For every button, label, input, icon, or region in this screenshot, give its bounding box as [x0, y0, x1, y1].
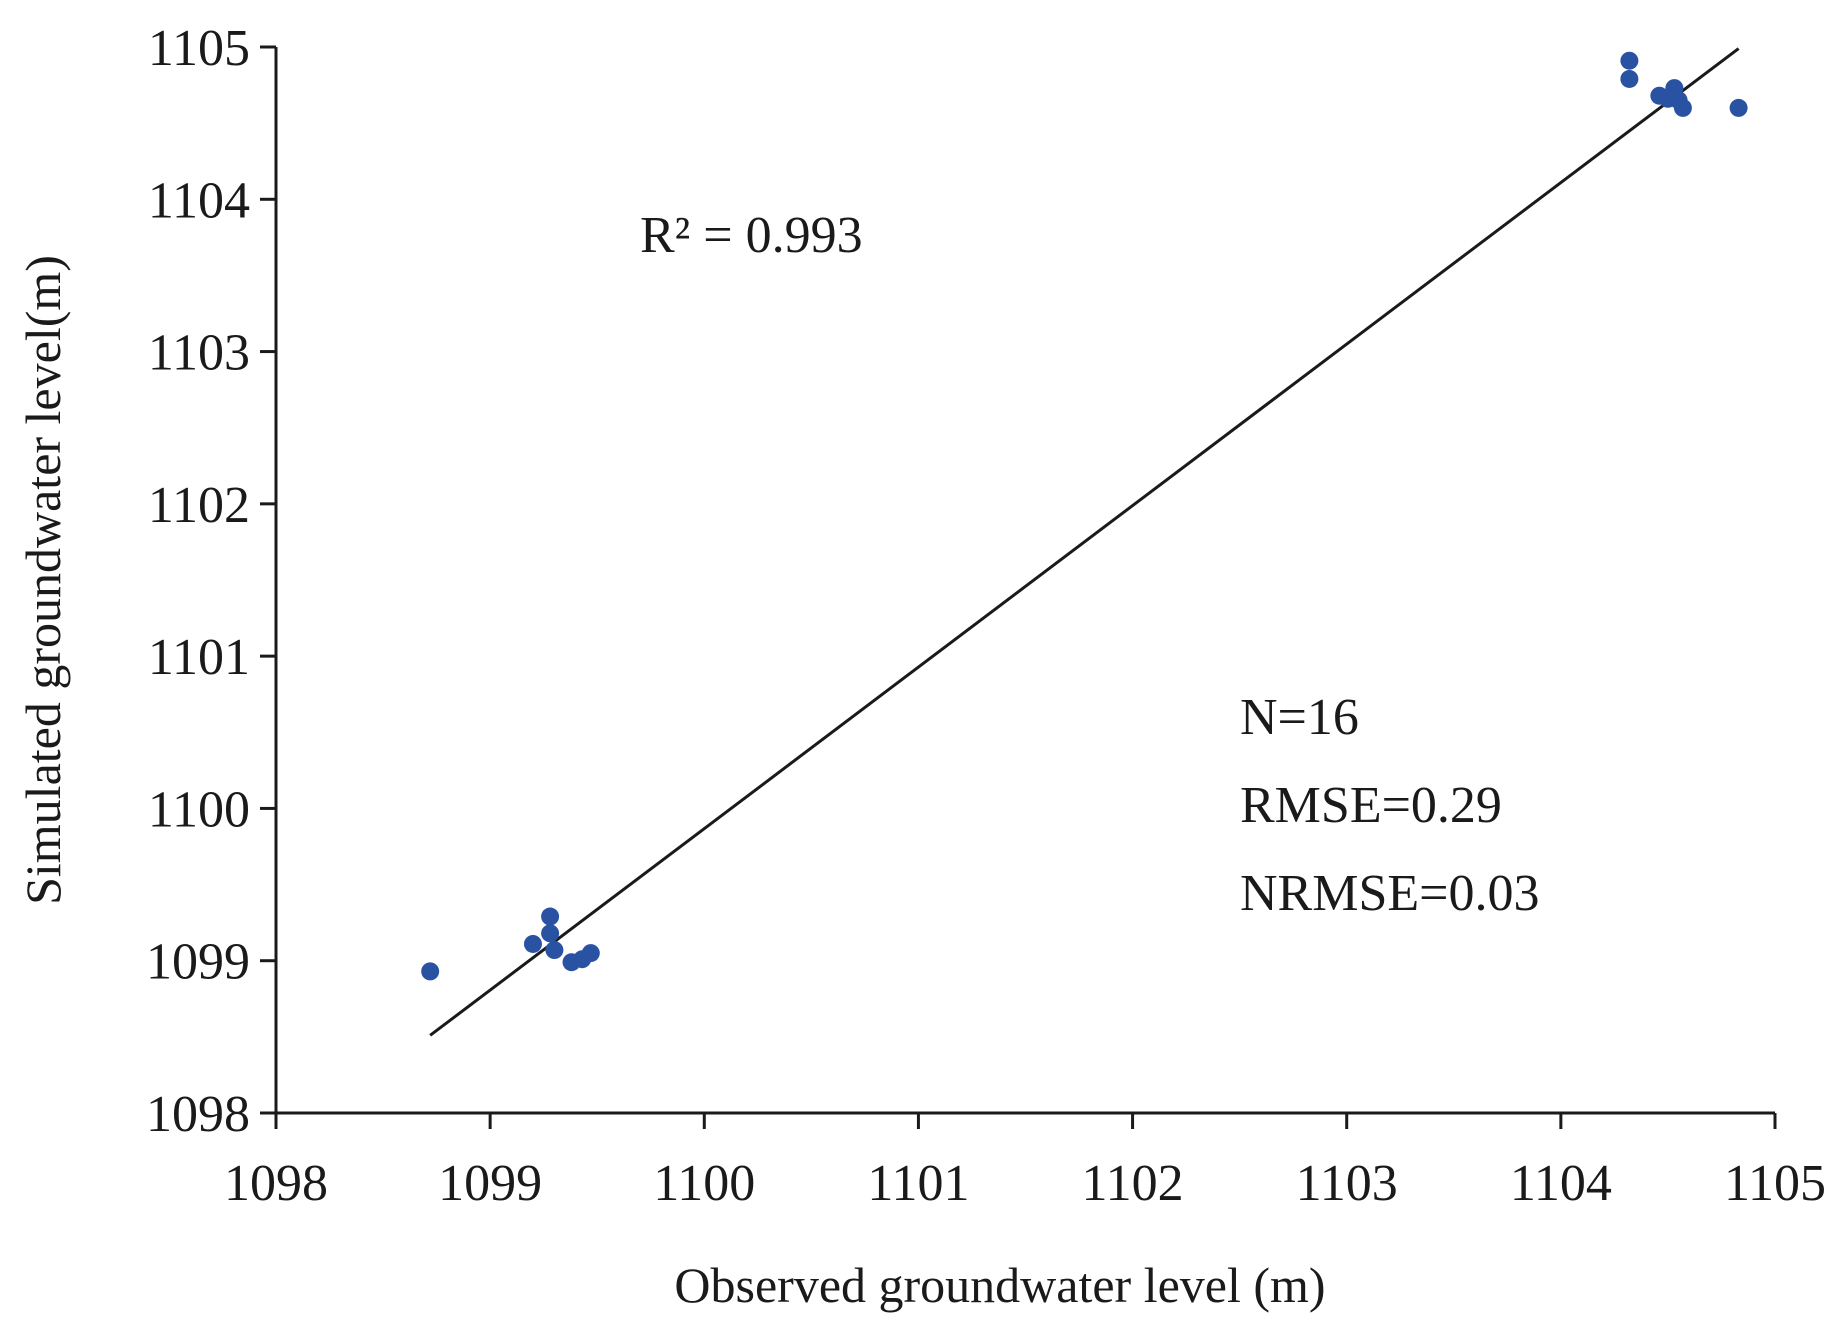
y-tick-label: 1101 — [148, 629, 250, 686]
y-tick-label: 1099 — [146, 934, 250, 991]
y-tick-label: 1100 — [148, 781, 250, 838]
x-tick-label: 1102 — [1082, 1155, 1184, 1212]
data-point — [1620, 69, 1639, 88]
y-tick-label: 1103 — [148, 325, 250, 382]
y-tick-label: 1102 — [148, 477, 250, 534]
x-ticks: 1098 1099 1100 1101 1102 1103 1104 1105 — [224, 1113, 1826, 1212]
data-points — [421, 51, 1748, 981]
y-axis-title: Simulated groundwater level(m) — [15, 255, 71, 905]
y-ticks: 1098 1099 1100 1101 1102 1103 1104 1105 — [146, 20, 276, 1143]
x-tick-label: 1101 — [867, 1155, 969, 1212]
data-point — [541, 907, 560, 926]
data-point — [421, 962, 440, 981]
x-axis-title: Observed groundwater level (m) — [674, 1257, 1325, 1313]
x-tick-label: 1104 — [1510, 1155, 1612, 1212]
data-point — [1673, 98, 1692, 117]
x-tick-label: 1103 — [1296, 1155, 1398, 1212]
data-point — [523, 934, 542, 953]
data-point — [581, 944, 600, 963]
n-annotation: N=16 — [1240, 689, 1359, 746]
data-point — [1620, 51, 1639, 70]
y-tick-label: 1105 — [148, 20, 250, 77]
x-tick-label: 1100 — [653, 1155, 755, 1212]
nrmse-annotation: NRMSE=0.03 — [1240, 865, 1539, 922]
x-tick-label: 1105 — [1724, 1155, 1826, 1212]
trendline — [429, 47, 1740, 1037]
x-tick-label: 1099 — [438, 1155, 542, 1212]
plot-area: 1098 1099 1100 1101 1102 1103 1104 1105 1098109… — [146, 20, 1826, 1212]
r-squared-annotation: R² = 0.993 — [640, 207, 863, 264]
data-point — [545, 941, 564, 960]
rmse-annotation: RMSE=0.29 — [1240, 777, 1502, 834]
y-tick-label: 1104 — [148, 172, 250, 229]
data-point — [1729, 98, 1748, 117]
y-tick-label: 1098 — [146, 1086, 250, 1143]
data-point — [541, 924, 560, 943]
x-tick-label: 1098 — [224, 1155, 328, 1212]
